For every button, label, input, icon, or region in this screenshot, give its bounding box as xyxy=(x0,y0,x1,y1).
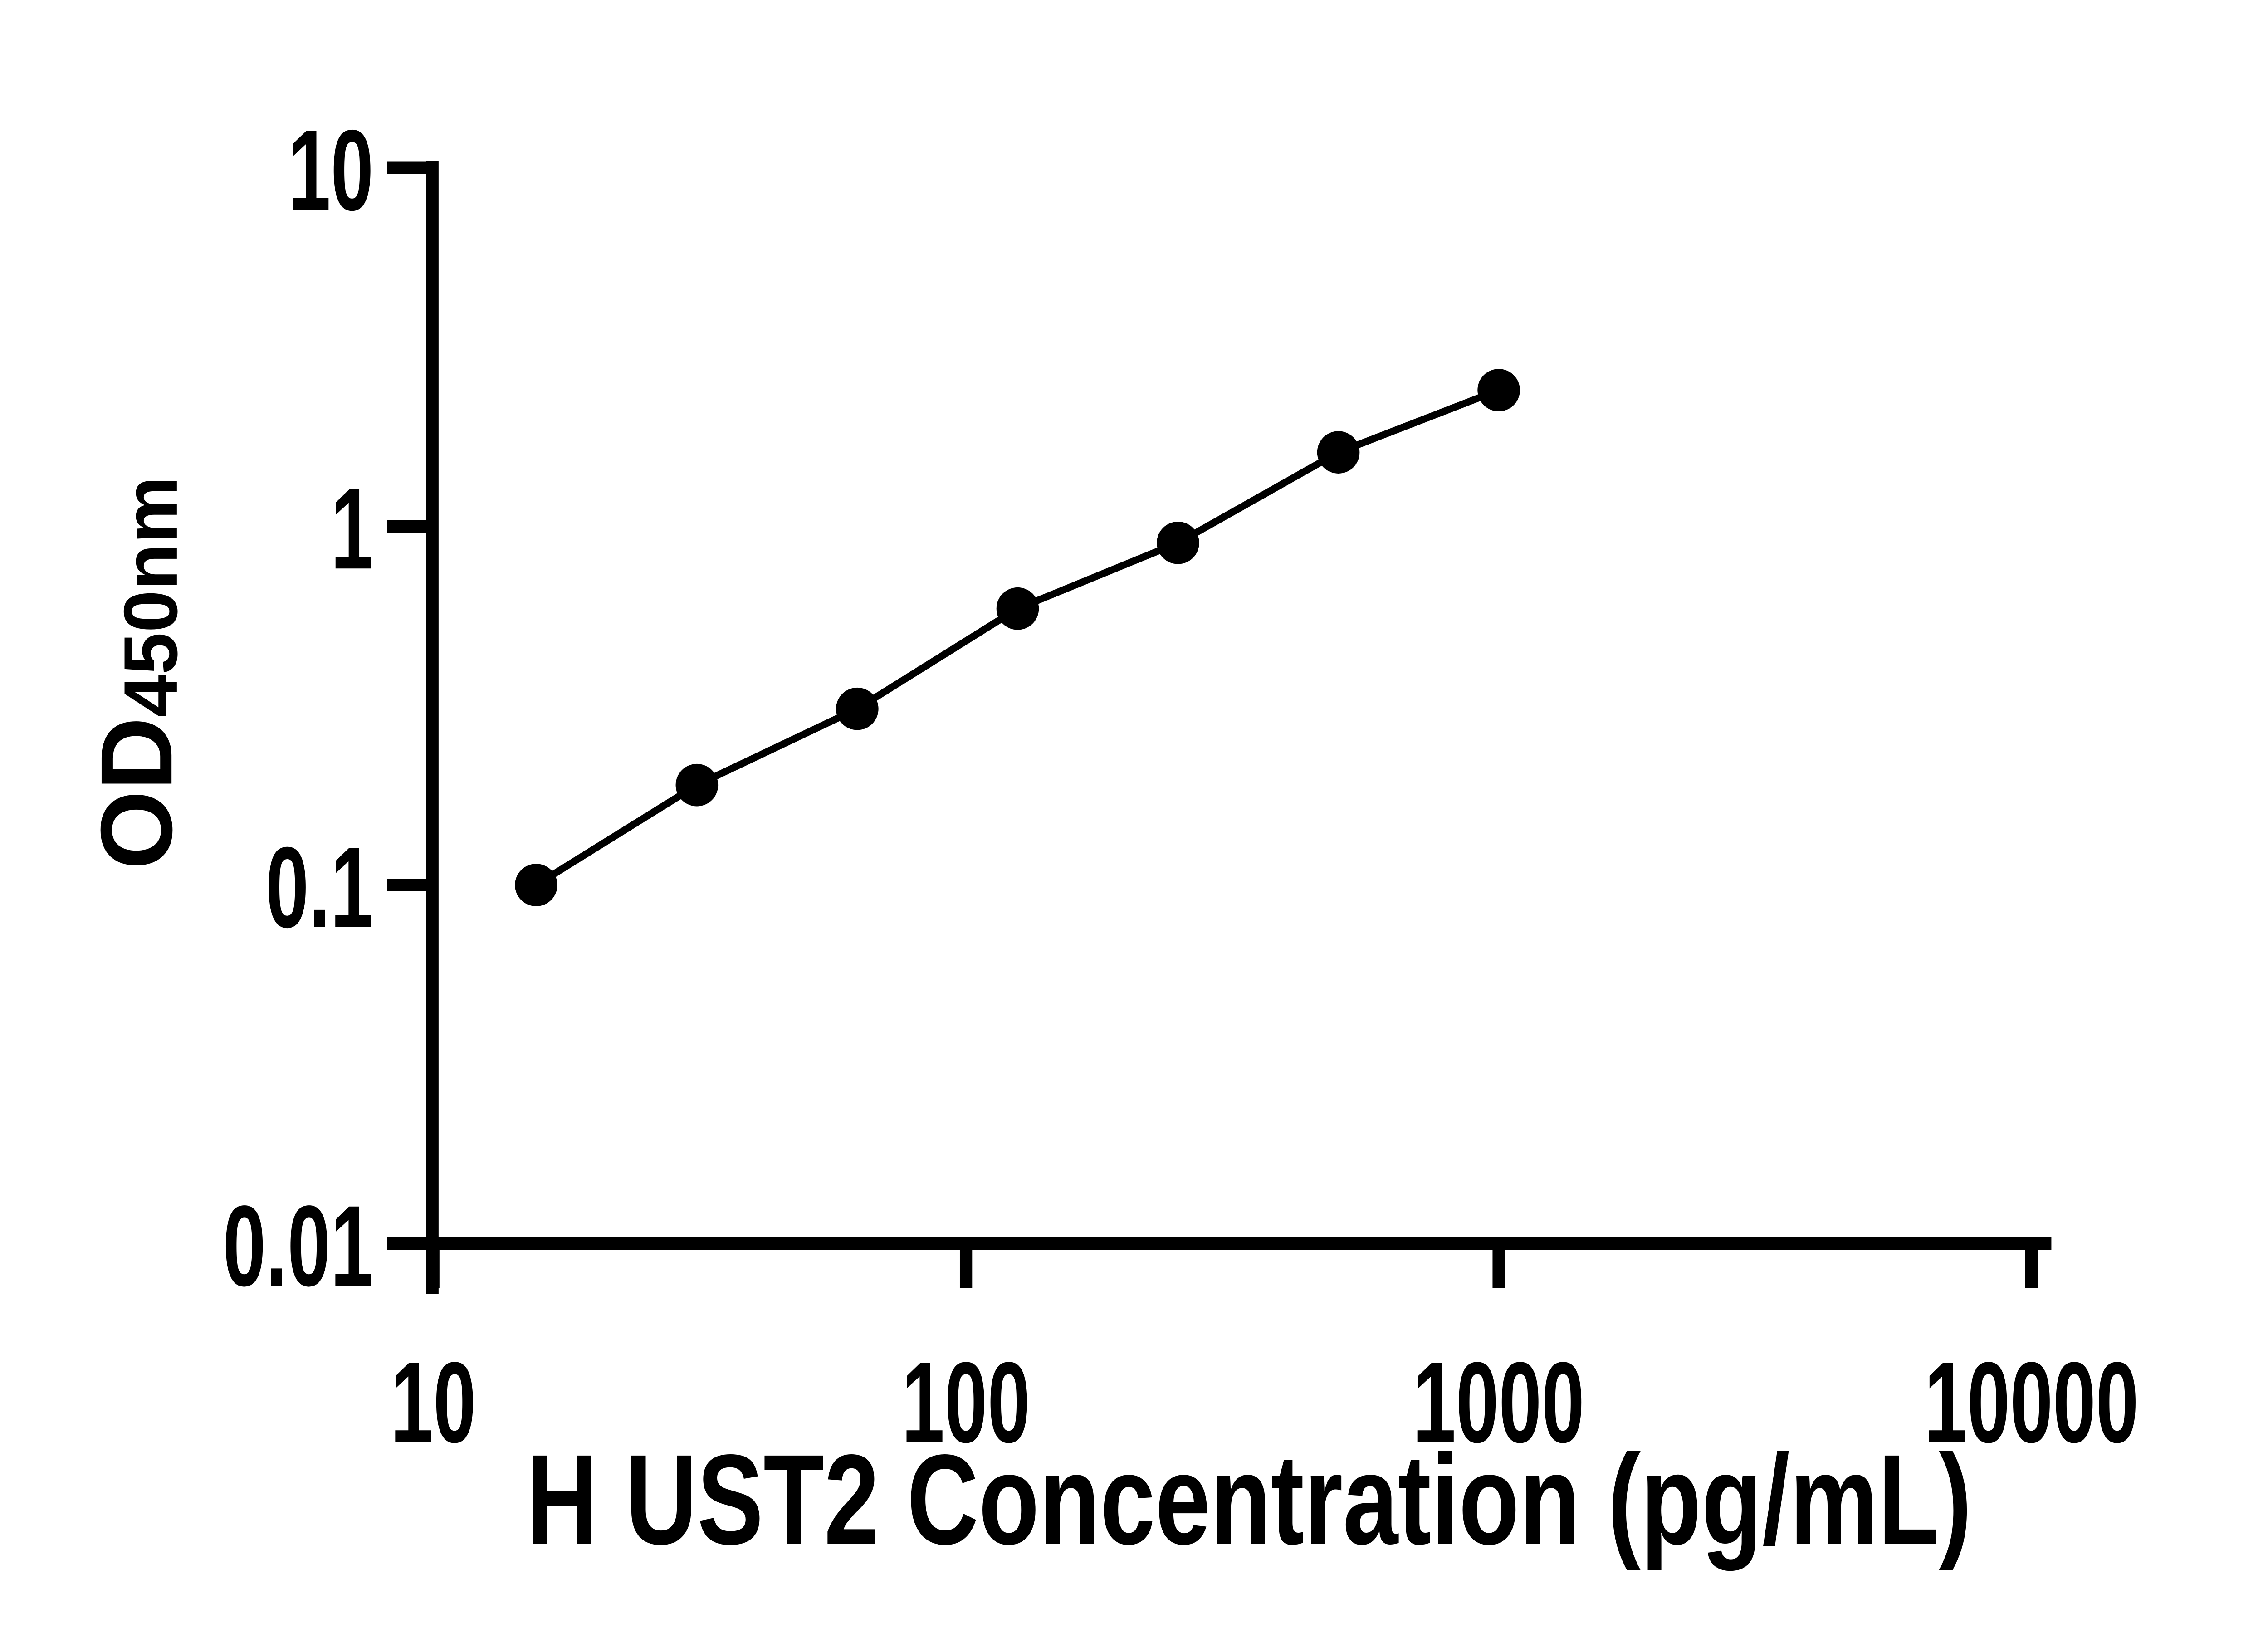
x-tick-labels: 10 100 1000 10000 xyxy=(391,1338,2139,1467)
y-axis-title-main: OD xyxy=(79,717,193,870)
data-point xyxy=(515,864,557,906)
y-tick-labels: 10 1 0.1 0.01 xyxy=(223,106,373,1310)
y-tick-label: 1 xyxy=(331,464,374,593)
data-point xyxy=(1157,522,1199,564)
data-point xyxy=(675,763,719,807)
y-tick-label: 10 xyxy=(288,106,374,235)
data-point xyxy=(1317,431,1360,474)
y-tick-marks xyxy=(387,161,433,891)
data-point xyxy=(836,687,879,730)
y-axis-title-subscript: 450nm xyxy=(108,476,193,717)
x-tick-label: 10 xyxy=(391,1338,476,1467)
data-point xyxy=(1477,369,1520,411)
y-axis-title: OD450nm xyxy=(79,476,193,870)
x-tick-label: 100 xyxy=(902,1338,1031,1467)
x-tick-label: 10000 xyxy=(1924,1338,2139,1467)
x-tick-marks xyxy=(427,1243,2038,1288)
x-axis-title: H UST2 Concentration (pg/mL) xyxy=(526,1428,1972,1572)
y-tick-label: 0.01 xyxy=(223,1182,373,1310)
data-series xyxy=(515,369,1520,906)
y-tick-label: 0.1 xyxy=(266,823,374,952)
x-tick-label: 1000 xyxy=(1413,1338,1584,1467)
data-point xyxy=(996,587,1039,630)
